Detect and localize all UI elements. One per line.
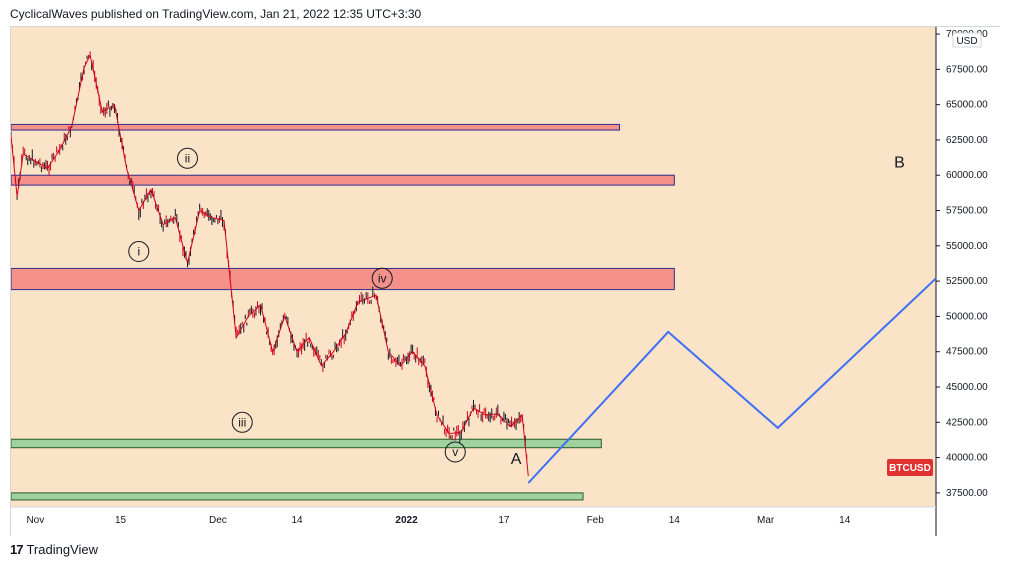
symbol-label: BTCUSD [889,463,931,474]
wave-label: B [894,155,905,172]
time-tick-label: 17 [498,515,510,526]
time-tick-label: 14 [669,515,681,526]
projection-layer [527,277,937,484]
support-zone-4 [11,492,584,501]
time-tick-label: Mar [757,515,775,526]
zones-layer [11,123,675,501]
price-series-line [11,53,529,476]
price-tick-label: 52500.00 [946,276,988,287]
time-axis[interactable]: Nov 15 Dec 14 2022 17 Feb 14 Mar 14 [26,515,850,526]
projection-line [527,277,937,484]
time-tick-label: 2022 [395,515,418,526]
time-tick-label: Dec [209,515,227,526]
price-tick-label: 40000.00 [946,453,988,464]
wave-label: i [137,244,140,258]
wave-label: v [452,445,458,459]
wave-label: iii [238,415,246,429]
resistance-zone-0 [11,123,621,131]
footer-brand: 17 TradingView [10,542,98,557]
tradingview-logo-icon: 17 [10,542,24,557]
symbol-badge: BTCUSD [887,459,933,476]
xaxis-background [11,507,1001,536]
currency-badge [952,32,982,48]
price-tick-label: 62500.00 [946,135,988,146]
price-tick-label: 57500.00 [946,206,988,217]
resistance-zone-1 [11,174,675,186]
wave-label-circle [371,267,393,289]
price-tick-label: 45000.00 [946,382,988,393]
wave-label-circle [128,240,150,262]
time-tick-label: Feb [587,515,605,526]
wave-label-circle [231,411,253,433]
price-tick-label: 37500.00 [946,488,988,499]
wave-label: A [511,451,522,468]
price-tick-label: 42500.00 [946,417,988,428]
time-tick-label: 14 [839,515,851,526]
price-tick-label: 60000.00 [946,170,988,181]
chart-frame[interactable]: i ii iii iv v A B 37500.00 40000.00 42500.00 4500… [10,26,1001,536]
brand-name: TradingView [26,542,99,557]
price-tick-label: 55000.00 [946,241,988,252]
wave-label-circle [176,147,198,169]
price-layer [11,51,529,476]
support-zone-3 [11,438,602,449]
time-tick-label: 14 [291,515,303,526]
publisher-header: CyclicalWaves published on TradingView.c… [10,7,422,21]
time-tick-label: 15 [115,515,127,526]
price-tick-label: 67500.00 [946,64,988,75]
resistance-zone-2 [11,267,675,291]
currency-label: USD [956,36,977,47]
yaxis-background [936,27,1001,507]
plot-background [11,27,936,507]
price-tick-label: 47500.00 [946,347,988,358]
price-tick-label: 65000.00 [946,100,988,111]
wave-label: iv [378,271,387,285]
wave-label: ii [185,151,190,165]
price-tick-label: 50000.00 [946,311,988,322]
time-tick-label: Nov [26,515,44,526]
wave-label-circle [444,441,466,463]
